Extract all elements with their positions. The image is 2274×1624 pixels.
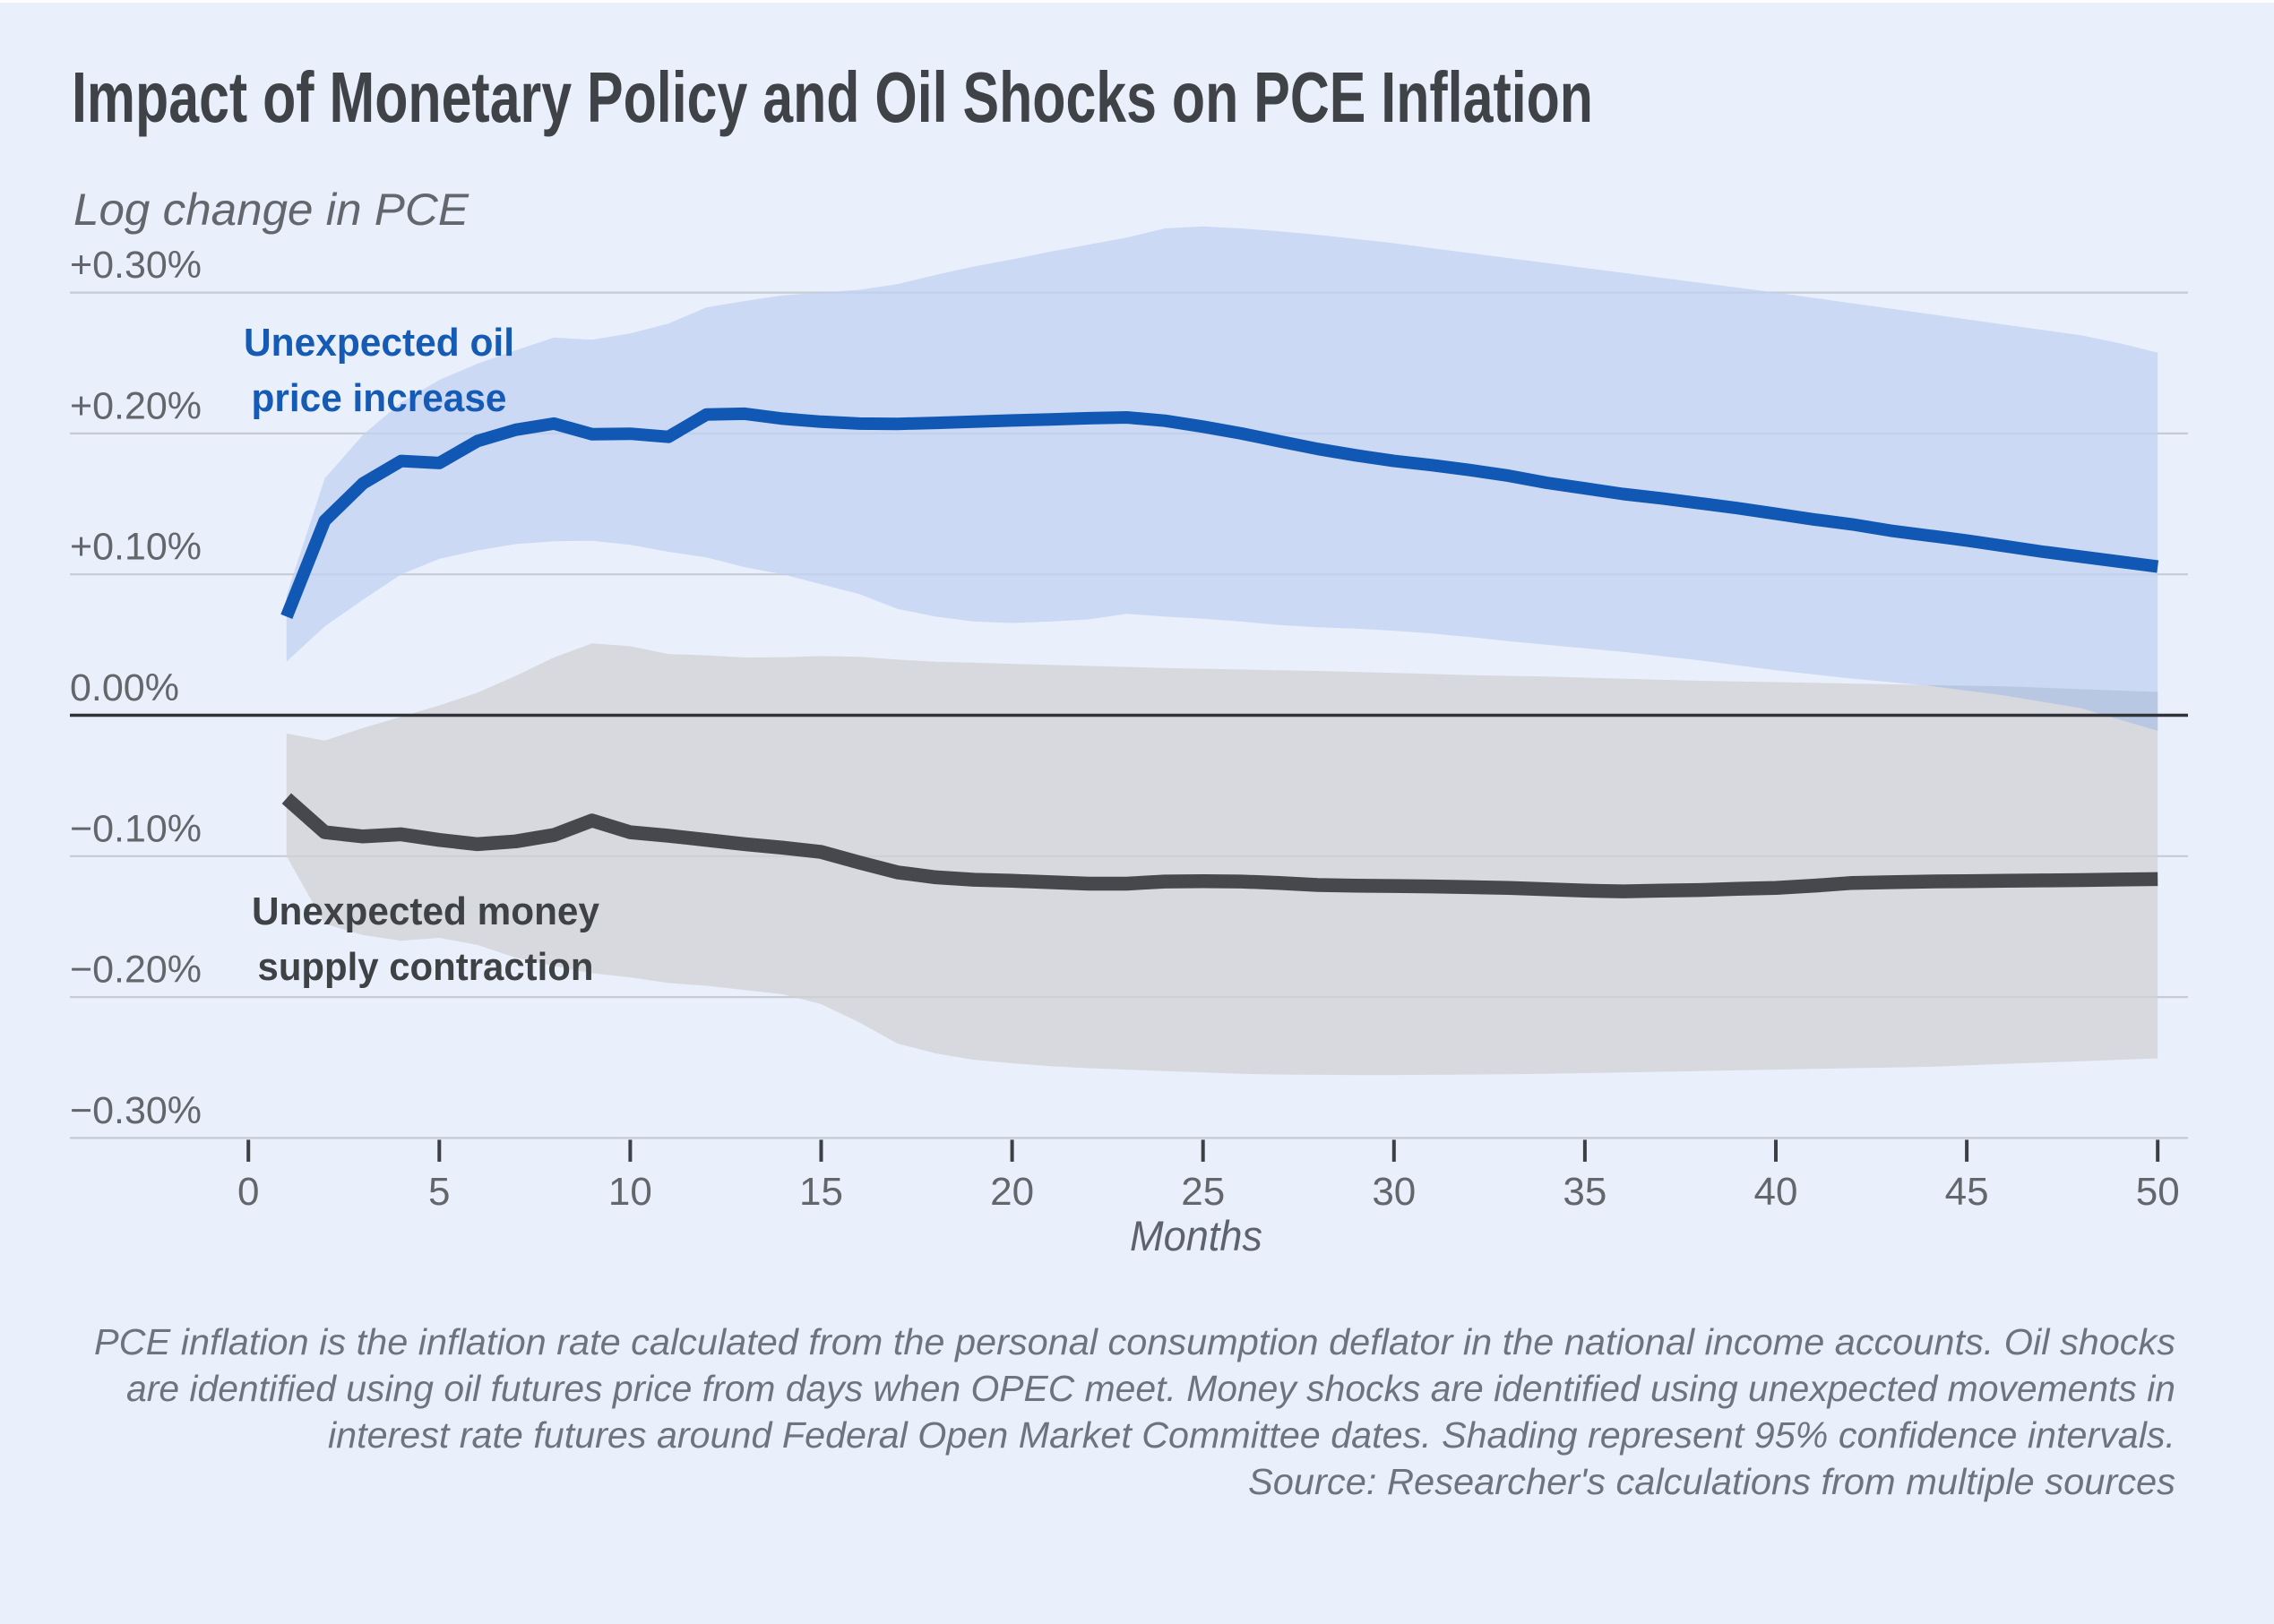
svg-text:PCE inflation is the inflation: PCE inflation is the inflation rate calc… [94, 1321, 2175, 1362]
svg-text:−0.30%: −0.30% [70, 1089, 202, 1132]
svg-text:interest rate futures around F: interest rate futures around Federal Ope… [328, 1414, 2175, 1456]
svg-text:45: 45 [1945, 1170, 1989, 1214]
svg-text:Unexpected money: Unexpected money [252, 889, 599, 933]
svg-text:Months: Months [1130, 1212, 1262, 1259]
svg-text:Impact of Monetary Policy and: Impact of Monetary Policy and Oil Shocks… [72, 57, 1593, 137]
svg-text:50: 50 [2136, 1170, 2180, 1214]
svg-text:20: 20 [990, 1170, 1034, 1214]
svg-text:0.00%: 0.00% [70, 666, 179, 709]
svg-text:price increase: price increase [252, 376, 507, 420]
svg-text:15: 15 [799, 1170, 843, 1214]
svg-text:are identified using oil futur: are identified using oil futures price f… [126, 1368, 2175, 1409]
svg-text:5: 5 [428, 1170, 450, 1214]
svg-text:+0.20%: +0.20% [70, 384, 202, 427]
svg-text:30: 30 [1372, 1170, 1416, 1214]
svg-text:40: 40 [1754, 1170, 1798, 1214]
svg-text:supply contraction: supply contraction [258, 945, 594, 989]
svg-text:Log change in PCE: Log change in PCE [73, 185, 469, 235]
svg-text:−0.20%: −0.20% [70, 949, 202, 992]
svg-text:+0.10%: +0.10% [70, 526, 202, 569]
svg-text:25: 25 [1181, 1170, 1225, 1214]
svg-text:+0.30%: +0.30% [70, 244, 202, 287]
svg-text:Unexpected oil: Unexpected oil [244, 321, 514, 365]
svg-text:0: 0 [237, 1170, 259, 1214]
svg-text:10: 10 [608, 1170, 652, 1214]
svg-text:Source: Researcher's calculati: Source: Researcher's calculations from m… [1248, 1461, 2175, 1502]
svg-text:−0.10%: −0.10% [70, 807, 202, 850]
svg-text:35: 35 [1563, 1170, 1606, 1214]
